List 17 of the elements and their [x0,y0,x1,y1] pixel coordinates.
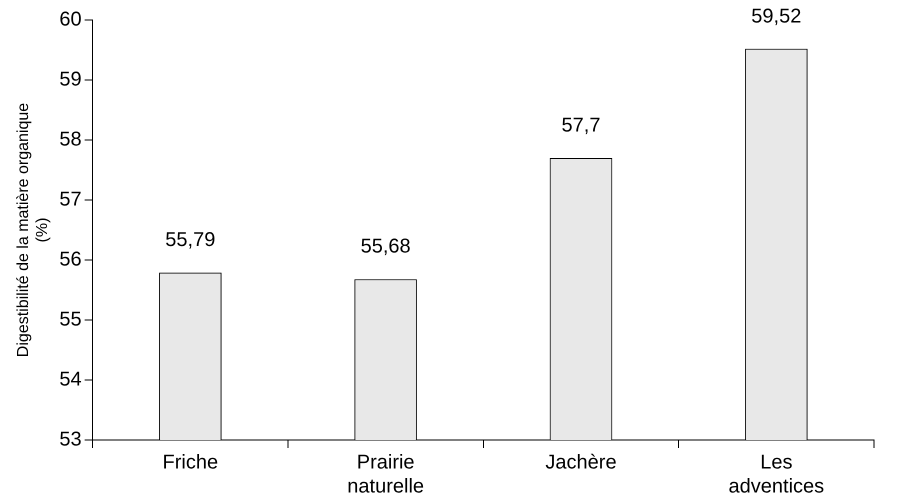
data-label: 57,7 [562,114,600,137]
x-tick-label: Friche [162,452,218,474]
y-axis-title: Digestibilité de la matière organique (%) [15,102,52,358]
y-tick-label: 58 [59,128,82,151]
data-label: 55,68 [360,236,411,258]
data-label: 59,52 [751,5,802,28]
y-tick-label: 56 [59,248,82,271]
y-tick-label: 54 [59,368,82,391]
y-tick-label: 57 [59,188,82,211]
y-tick-label: 55 [59,308,82,331]
x-tick-label: Prairie naturelle [347,452,424,498]
y-tick-label: 53 [59,428,82,451]
data-label: 55,79 [165,229,216,252]
y-tick-label: 60 [59,8,82,31]
x-tick-label: Les adventices [728,452,824,498]
y-tick-label: 59 [59,68,82,91]
x-tick-label: Jachère [545,452,617,474]
